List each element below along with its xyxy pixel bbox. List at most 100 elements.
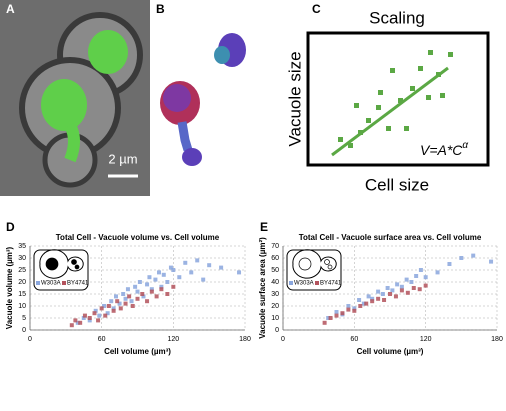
y-axis-label: Vacuole surface area (µm²) [258, 237, 267, 339]
vacuole [64, 122, 80, 163]
data-point [435, 270, 440, 275]
data-point [399, 284, 404, 289]
panel-label: A [6, 2, 15, 16]
schematic-y-label: Vacuole size [285, 51, 304, 146]
data-point [73, 318, 78, 323]
data-point [140, 292, 145, 296]
data-point [157, 270, 161, 275]
data-point [328, 316, 333, 320]
data-point [92, 311, 97, 316]
vacuole [41, 79, 87, 131]
data-point [370, 299, 375, 304]
data-point [105, 311, 110, 316]
data-point [322, 320, 327, 325]
data-point [414, 274, 419, 278]
data-point [135, 296, 140, 301]
schematic-frame [306, 31, 490, 167]
panel-label: C [312, 2, 321, 16]
data-point [366, 294, 371, 299]
y-tick-label: 10 [18, 303, 26, 310]
y-tick-label: 20 [271, 303, 279, 310]
data-point [417, 287, 422, 292]
data-point [97, 313, 102, 318]
data-point [141, 294, 146, 299]
x-tick-label: 180 [239, 336, 251, 343]
data-point [99, 306, 104, 311]
chart-title: Total Cell - Vacuole surface area vs. Ce… [299, 233, 482, 242]
legend-label: W303A [294, 281, 314, 287]
data-point [147, 275, 152, 280]
data-point [346, 307, 351, 312]
data-point [87, 316, 92, 320]
data-point [69, 323, 74, 328]
data-point [129, 299, 134, 304]
data-point [159, 284, 164, 289]
y-tick-label: 0 [275, 327, 279, 334]
cell-icon [292, 249, 337, 279]
data-point [207, 263, 212, 268]
y-tick-label: 20 [18, 279, 26, 286]
data-point [376, 289, 381, 294]
x-axis-label: Cell volume (µm³) [357, 347, 424, 356]
data-point [123, 296, 128, 301]
data-point [111, 308, 116, 313]
data-point [78, 320, 83, 325]
data-point [137, 280, 142, 284]
data-point [370, 296, 375, 301]
data-point [358, 304, 363, 308]
schematic-points [338, 50, 453, 148]
y-tick-label: 35 [18, 243, 26, 250]
data-point [201, 277, 206, 282]
x-tick-label: 180 [491, 336, 503, 343]
data-point [376, 296, 381, 301]
data-point [145, 299, 150, 304]
data-point [159, 287, 164, 292]
y-tick-label: 15 [18, 291, 26, 298]
x-tick-label: 120 [420, 336, 432, 343]
formula: V=A*Cα [420, 140, 468, 158]
data-point [393, 294, 398, 299]
vacuole-icon [298, 257, 312, 271]
vacuole-render [214, 46, 230, 64]
data-point [334, 310, 339, 314]
data-point [489, 259, 494, 264]
y-tick-label: 70 [271, 243, 279, 250]
y-tick-label: 5 [22, 315, 26, 322]
data-point [361, 301, 366, 306]
data-point [81, 316, 86, 320]
data-point [237, 270, 242, 275]
data-point [133, 284, 138, 289]
y-tick-label: 0 [22, 327, 26, 334]
x-tick-label: 0 [28, 336, 32, 343]
legend-label: BY4741 [320, 281, 342, 287]
schematic-x-label: Cell size [365, 175, 429, 194]
vacuole-icon [71, 259, 77, 265]
data-point [388, 292, 392, 296]
legend-label: W303A [41, 281, 61, 287]
cell-icon [39, 249, 84, 279]
data-point [471, 253, 476, 258]
data-point [93, 308, 98, 313]
vacuole-render [163, 84, 191, 112]
vacuole-icon [324, 259, 330, 265]
data-point [340, 311, 345, 316]
y-tick-label: 30 [18, 255, 26, 262]
trend-line [331, 66, 449, 157]
data-point [118, 306, 123, 311]
vacuole-render [182, 148, 202, 166]
data-point [411, 286, 416, 290]
vacuole-render [177, 121, 193, 152]
data-point [109, 299, 114, 304]
data-point [87, 318, 92, 323]
data-point [177, 275, 182, 280]
x-tick-label: 0 [281, 336, 285, 343]
data-point [121, 292, 126, 296]
data-point [117, 301, 122, 306]
data-point [399, 288, 404, 293]
y-tick-label: 50 [271, 267, 279, 274]
data-point [334, 313, 339, 318]
schematic-title: Scaling [369, 8, 425, 27]
data-point [395, 282, 400, 287]
x-tick-label: 60 [98, 336, 106, 343]
panel-label: E [260, 220, 268, 234]
